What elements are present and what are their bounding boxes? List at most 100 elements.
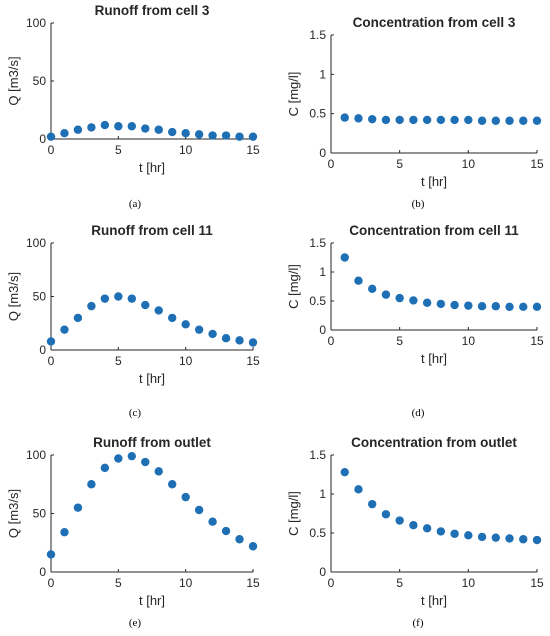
data-point (395, 516, 404, 525)
data-point (519, 302, 528, 311)
y-tick-label: 1.5 (309, 236, 326, 250)
data-point (114, 454, 123, 463)
y-tick-label: 0.5 (309, 526, 326, 540)
y-tick-label: 0 (39, 132, 46, 146)
data-point (464, 531, 473, 540)
data-point (221, 131, 231, 140)
x-tick-label: 15 (530, 157, 544, 171)
data-point (248, 542, 258, 551)
x-tick-label: 5 (115, 354, 122, 368)
chart-runoff-cell-3: Runoff from cell 3 0 5 10 15 0 50 100 t [hr] Q [m… (6, 3, 260, 175)
data-point (141, 124, 150, 133)
data-point (127, 294, 136, 303)
data-point (100, 120, 110, 130)
data-point (127, 451, 136, 461)
y-tick-label: 100 (26, 16, 46, 30)
y-tick-label: 50 (33, 74, 47, 88)
y-axis-label: C [mg/l] (286, 264, 301, 309)
data-point (340, 467, 349, 477)
chart-title: Runoff from cell 11 (91, 223, 213, 238)
data-point (381, 290, 391, 299)
data-point (477, 532, 487, 542)
y-axis-label: Q [m3/s] (6, 56, 21, 105)
data-point (395, 115, 404, 125)
data-point (519, 116, 528, 125)
y-tick-label: 100 (26, 236, 46, 250)
x-tick-label: 15 (530, 334, 544, 348)
chart-title: Runoff from cell 3 (95, 3, 210, 18)
data-point (368, 284, 377, 294)
data-point (87, 123, 96, 132)
chart-title: Concentration from cell 3 (353, 15, 516, 30)
data-point (340, 113, 349, 122)
x-axis-label: t [hr] (421, 174, 447, 189)
caption-c: (c) (129, 407, 142, 419)
data-point (354, 485, 363, 494)
data-point (368, 499, 377, 509)
data-point (477, 116, 487, 125)
data-point (60, 325, 69, 334)
x-tick-label: 5 (115, 143, 122, 157)
data-point (194, 130, 204, 139)
y-tick-label: 1.5 (309, 28, 326, 42)
y-tick-label: 100 (26, 448, 46, 462)
data-point (208, 517, 217, 526)
y-tick-label: 50 (33, 290, 47, 304)
data-point (235, 535, 244, 544)
data-point (395, 293, 404, 303)
data-point (141, 300, 150, 310)
data-point (450, 115, 459, 125)
data-point (181, 129, 190, 138)
data-point (354, 276, 363, 285)
data-point (141, 457, 150, 467)
y-tick-label: 50 (33, 507, 47, 521)
data-point (409, 115, 418, 125)
data-point (100, 463, 110, 473)
chart-concentration-cell-11: Concentration from cell 11 0 5 10 15 0 0.5 1 1.5… (286, 223, 544, 366)
y-tick-label: 0 (319, 565, 326, 579)
x-tick-label: 10 (179, 576, 193, 590)
data-point (221, 526, 231, 536)
data-point (409, 296, 418, 305)
y-axis-label: C [mg/l] (286, 491, 301, 536)
data-point (154, 467, 163, 476)
data-point (114, 292, 123, 301)
y-axis-label: Q [m3/s] (6, 489, 21, 538)
data-point (409, 521, 418, 530)
data-point (235, 132, 244, 141)
chart-title: Concentration from outlet (351, 435, 517, 450)
data-point (381, 115, 391, 125)
x-tick-label: 10 (179, 143, 193, 157)
data-point (235, 336, 244, 345)
y-tick-label: 1.5 (309, 448, 326, 462)
x-axis-label: t [hr] (421, 593, 447, 608)
data-point (381, 510, 391, 519)
caption-d: (d) (412, 407, 425, 419)
data-point (354, 114, 363, 123)
data-point (436, 527, 446, 536)
y-tick-label: 0.5 (309, 294, 326, 308)
chart-concentration-cell-3: Concentration from cell 3 0 5 10 15 0 0.5 1 1.5 t… (286, 15, 544, 189)
data-point (154, 125, 163, 134)
data-point (46, 550, 56, 559)
chart-concentration-outlet: Concentration from outlet 0 5 10 15 0 0.5 1 1.5 t… (286, 435, 544, 608)
data-point (436, 115, 446, 125)
x-tick-label: 0 (48, 576, 55, 590)
data-point (248, 132, 258, 141)
data-point (464, 115, 473, 125)
data-point (73, 503, 83, 512)
data-point (519, 535, 528, 544)
x-tick-label: 0 (48, 354, 55, 368)
x-tick-label: 5 (396, 334, 403, 348)
data-point (491, 116, 500, 125)
data-point (60, 528, 69, 537)
y-tick-label: 0 (39, 565, 46, 579)
x-tick-label: 5 (396, 157, 403, 171)
data-point (208, 131, 217, 140)
chart-title: Concentration from cell 11 (349, 223, 519, 238)
data-point (73, 313, 83, 323)
data-point (491, 533, 500, 542)
data-point (46, 337, 56, 346)
data-point (450, 529, 459, 538)
